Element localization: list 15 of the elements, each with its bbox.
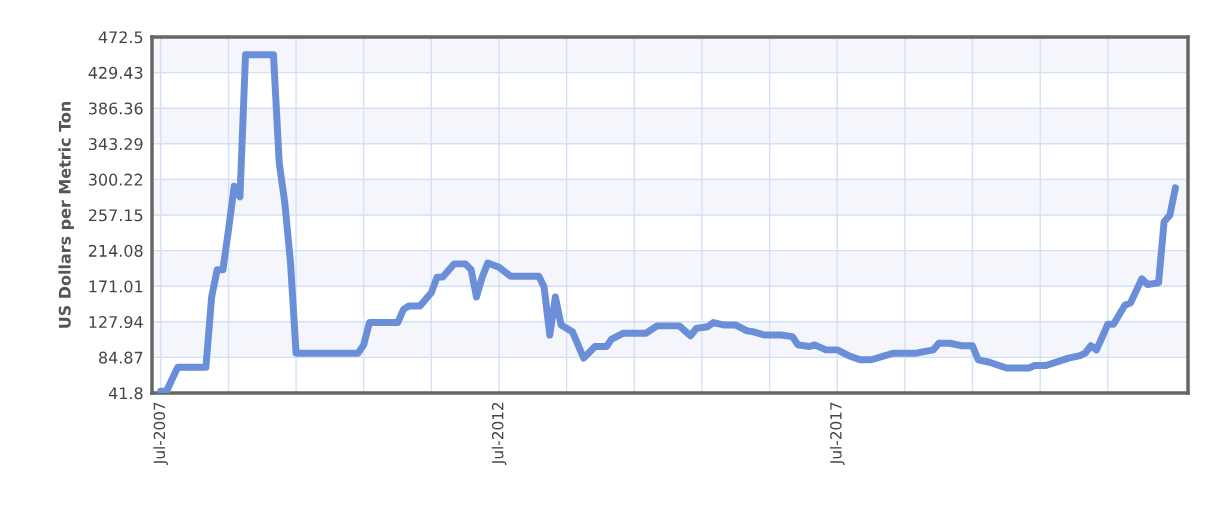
y-tick-label: 84.87	[99, 351, 143, 364]
y-tick-label: 429.43	[88, 66, 143, 79]
y-tick-label: 171.01	[89, 280, 143, 293]
y-axis-title: US Dollars per Metric Ton	[58, 102, 74, 328]
y-tick-label: 214.08	[88, 244, 143, 257]
y-tick-label: 41.8	[108, 387, 143, 400]
x-tick-label: Jul-2012	[491, 402, 507, 465]
y-tick-label: 257.15	[88, 209, 143, 222]
y-tick-label: 472.5	[98, 31, 143, 44]
y-tick-label: 343.29	[89, 138, 143, 151]
y-tick-label: 386.36	[89, 102, 143, 115]
y-tick-label: 300.22	[89, 173, 143, 186]
x-tick-label: Jul-2017	[829, 402, 845, 465]
y-tick-label: 127.94	[89, 316, 143, 329]
x-tick-label: Jul-2007	[153, 402, 168, 465]
